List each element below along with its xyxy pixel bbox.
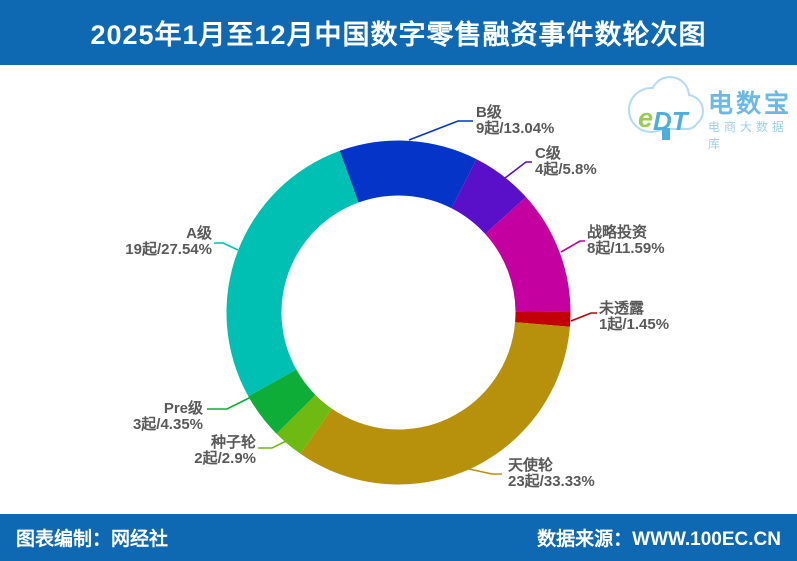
slice-未透露[interactable] xyxy=(515,311,571,327)
slice-Pre级[interactable] xyxy=(248,369,316,434)
leader-line-战略投资 xyxy=(560,240,585,253)
slice-label-战略投资: 战略投资 8起/11.59% xyxy=(587,224,665,257)
leader-line-B级 xyxy=(408,120,473,141)
leader-line-天使轮 xyxy=(468,468,502,475)
slice-战略投资[interactable] xyxy=(485,197,571,312)
footer-source: 数据来源：WWW.100EC.CN xyxy=(537,529,781,550)
slice-label-种子轮: 种子轮 2起/2.9% xyxy=(194,434,256,467)
slice-label-C级: C级 4起/5.8% xyxy=(535,145,597,178)
slice-label-Pre级: Pre级 3起/4.35% xyxy=(132,400,203,433)
slice-种子轮[interactable] xyxy=(276,394,332,454)
leader-line-种子轮 xyxy=(258,440,287,449)
leader-line-C级 xyxy=(504,161,532,179)
logo-brand-text: 电数宝 xyxy=(708,90,793,118)
logo-subtitle-text: 电商大数据库 xyxy=(708,120,789,151)
footer-credit: 图表编制：网经社 xyxy=(16,529,169,550)
leader-line-A级 xyxy=(214,242,239,251)
chart-footer-bar: 图表编制：网经社 数据来源：WWW.100EC.CN xyxy=(0,514,797,561)
chart-header-bar: 2025年1月至12月中国数字零售融资事件数轮次图 xyxy=(0,0,797,65)
leader-line-未透露 xyxy=(570,312,597,322)
edt-watermark-logo: e DT 电数宝 电商大数据库 xyxy=(624,74,794,151)
slice-A级[interactable] xyxy=(226,150,359,397)
slice-B级[interactable] xyxy=(339,140,477,209)
chart-title: 2025年1月至12月中国数字零售融资事件数轮次图 xyxy=(90,20,707,50)
logo-mark-e: e xyxy=(638,103,653,133)
slice-label-天使轮: 天使轮 23起/33.33% xyxy=(508,457,595,490)
edt-cloud-icon: e DT xyxy=(628,76,704,140)
slice-label-A级: A级 19起/27.54% xyxy=(125,225,212,258)
leader-line-Pre级 xyxy=(207,396,252,410)
slice-label-B级: B级 9起/13.04% xyxy=(476,104,555,137)
slice-label-未透露: 未透露 1起/1.45% xyxy=(599,300,670,333)
slice-C级[interactable] xyxy=(451,159,526,234)
slice-天使轮[interactable] xyxy=(300,322,570,485)
logo-mark-dt: DT xyxy=(653,106,690,136)
